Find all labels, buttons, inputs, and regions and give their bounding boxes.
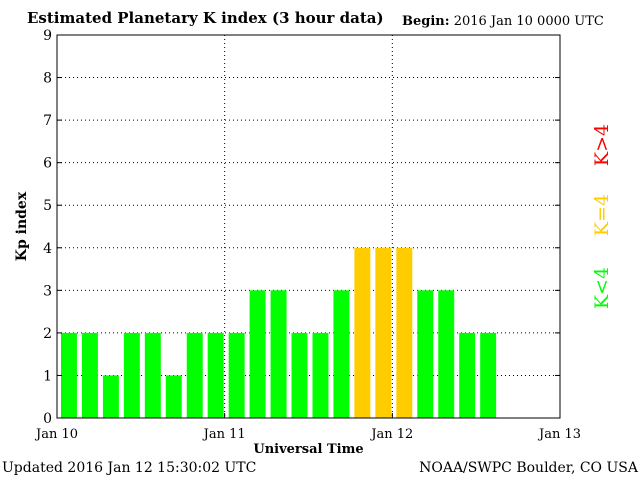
kp-bar xyxy=(207,332,224,418)
legend-item-low: K<4 xyxy=(591,267,613,309)
y-tick-label: 3 xyxy=(43,283,52,299)
bar-series xyxy=(61,247,497,418)
begin-value: 2016 Jan 10 0000 UTC xyxy=(453,14,604,29)
kp-bar xyxy=(333,290,350,418)
y-tick-label: 0 xyxy=(43,411,52,427)
kp-bar xyxy=(249,290,266,418)
chart-title: Estimated Planetary K index (3 hour data… xyxy=(27,9,384,27)
x-axis-ticks: Jan 10 Jan 11 Jan 12 Jan 13 xyxy=(34,413,581,442)
kp-bar xyxy=(144,332,161,418)
y-tick-label: 1 xyxy=(43,368,52,384)
kp-bar xyxy=(354,247,371,418)
kp-bar xyxy=(291,332,308,418)
kp-bar xyxy=(438,290,455,418)
kp-bar xyxy=(270,290,287,418)
y-tick-label: 2 xyxy=(43,326,52,342)
y-tick-label: 6 xyxy=(43,156,52,172)
kp-bar xyxy=(123,332,140,418)
y-tick-label: 4 xyxy=(43,241,52,257)
data-source: NOAA/SWPC Boulder, CO USA xyxy=(419,460,638,476)
begin-label: Begin: xyxy=(402,14,450,29)
y-tick-label: 7 xyxy=(43,113,52,129)
kp-bar xyxy=(61,332,77,418)
kp-bar xyxy=(480,332,497,418)
kp-bar xyxy=(165,375,182,418)
y-tick-label: 5 xyxy=(43,198,52,214)
updated-label: Updated xyxy=(2,460,63,476)
legend-item-high: K>4 xyxy=(591,124,613,166)
kp-bar xyxy=(312,332,329,418)
kp-bar xyxy=(459,332,476,418)
updated-timestamp: Updated 2016 Jan 12 15:30:02 UTC xyxy=(2,460,256,476)
plot-frame xyxy=(56,34,561,419)
begin-time: Begin: 2016 Jan 10 0000 UTC xyxy=(402,14,604,29)
updated-value: 2016 Jan 12 15:30:02 UTC xyxy=(67,460,257,476)
legend: K<4 K=4 K>4 xyxy=(591,124,613,309)
y-tick-label: 9 xyxy=(43,28,52,44)
x-tick-label: Jan 12 xyxy=(369,427,413,442)
kp-bar xyxy=(186,332,203,418)
kp-bar xyxy=(228,332,245,418)
kp-bar xyxy=(81,332,98,418)
kp-bar xyxy=(396,247,413,418)
kp-bar xyxy=(102,375,119,418)
x-axis-label: Universal Time xyxy=(253,442,363,457)
legend-item-moderate: K=4 xyxy=(591,194,613,236)
y-axis-ticks: 0 1 2 3 4 5 6 7 8 9 xyxy=(43,28,560,427)
y-axis-label: Kp index xyxy=(14,191,30,261)
x-tick-label: Jan 11 xyxy=(202,427,246,442)
kp-bar xyxy=(375,247,392,418)
kp-bar xyxy=(417,290,434,418)
x-tick-label: Jan 10 xyxy=(34,427,78,442)
y-tick-label: 8 xyxy=(43,71,52,87)
x-tick-label: Jan 13 xyxy=(537,427,581,442)
